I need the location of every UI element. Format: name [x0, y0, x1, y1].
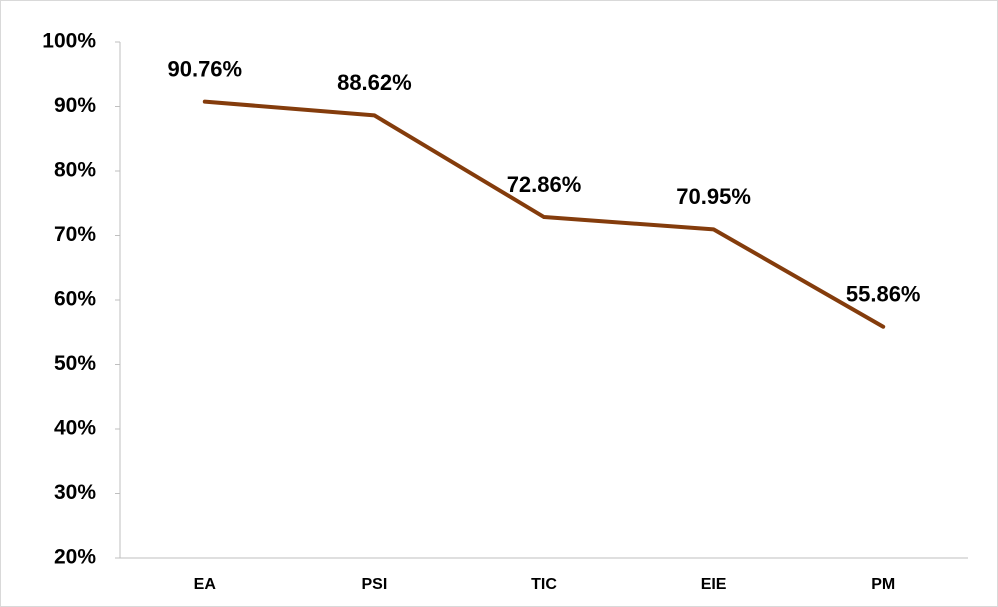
x-tick-label: EA	[194, 576, 217, 593]
y-tick-label: 30%	[54, 481, 96, 504]
y-tick-label: 80%	[54, 159, 96, 182]
y-tick-label: 70%	[54, 223, 96, 246]
y-tick-label: 40%	[54, 417, 96, 440]
x-tick-label: PSI	[362, 576, 388, 593]
x-tick-label: PM	[871, 576, 895, 593]
data-label: 90.76%	[167, 56, 242, 81]
y-tick-label: 20%	[54, 546, 96, 569]
y-tick-label: 50%	[54, 352, 96, 375]
x-tick-label: TIC	[531, 576, 557, 593]
data-label: 55.86%	[846, 282, 921, 307]
y-tick-label: 100%	[42, 30, 96, 53]
data-label: 70.95%	[676, 184, 751, 209]
line	[202, 99, 886, 329]
y-tick-label: 60%	[54, 288, 96, 311]
data-label: 88.62%	[337, 70, 412, 95]
data-label: 72.86%	[507, 172, 582, 197]
y-tick-label: 90%	[54, 94, 96, 117]
x-tick-label: EIE	[701, 576, 727, 593]
